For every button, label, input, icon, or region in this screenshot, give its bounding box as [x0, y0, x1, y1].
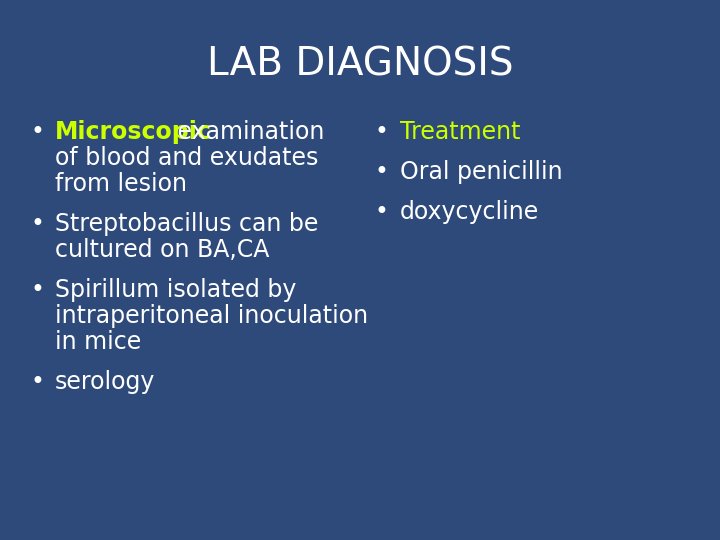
Text: examination: examination — [170, 120, 325, 144]
Text: intraperitoneal inoculation: intraperitoneal inoculation — [55, 304, 368, 328]
Text: •: • — [30, 370, 44, 394]
Text: serology: serology — [55, 370, 156, 394]
Text: from lesion: from lesion — [55, 172, 187, 196]
Text: •: • — [375, 200, 389, 224]
Text: Spirillum isolated by: Spirillum isolated by — [55, 278, 297, 302]
Text: •: • — [375, 120, 389, 144]
Text: cultured on BA,CA: cultured on BA,CA — [55, 238, 269, 262]
Text: •: • — [375, 160, 389, 184]
Text: •: • — [30, 120, 44, 144]
Text: •: • — [30, 212, 44, 236]
Text: in mice: in mice — [55, 330, 141, 354]
Text: Microscopic: Microscopic — [55, 120, 212, 144]
Text: Oral penicillin: Oral penicillin — [400, 160, 562, 184]
Text: Streptobacillus can be: Streptobacillus can be — [55, 212, 318, 236]
Text: doxycycline: doxycycline — [400, 200, 539, 224]
Text: Treatment: Treatment — [400, 120, 521, 144]
Text: LAB DIAGNOSIS: LAB DIAGNOSIS — [207, 45, 513, 83]
Text: of blood and exudates: of blood and exudates — [55, 146, 318, 170]
Text: •: • — [30, 278, 44, 302]
